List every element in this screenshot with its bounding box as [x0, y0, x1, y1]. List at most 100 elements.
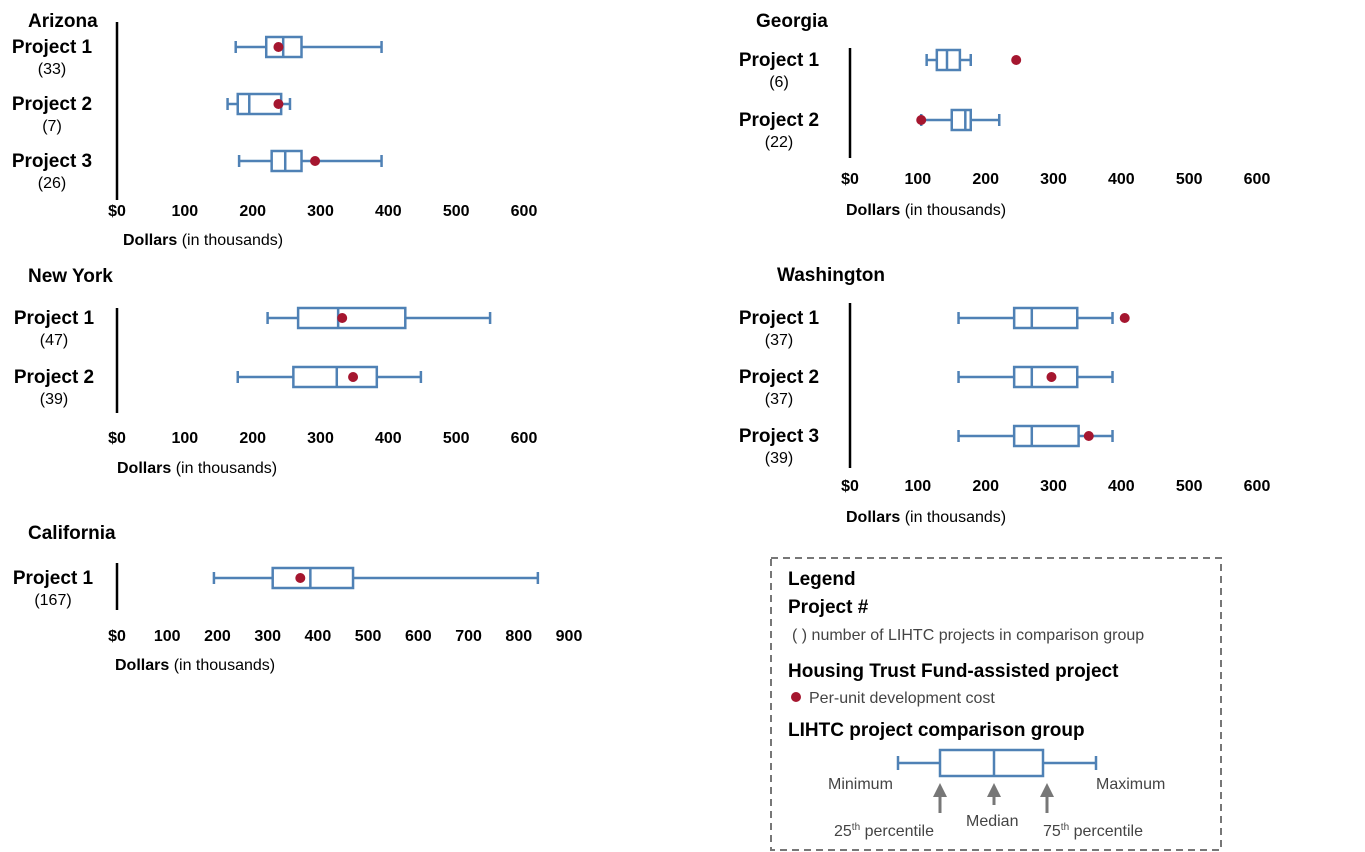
- x-tick-label: 300: [307, 203, 334, 220]
- project-count: (26): [38, 175, 66, 192]
- panel-arizona: Arizona Project 1 (33) Project 2 (7) Project …: [12, 11, 538, 249]
- panel-title: Washington: [777, 265, 885, 286]
- panel-california: California Project 1 (167) $0 100 200 300 400 50…: [13, 523, 583, 674]
- x-axis-title-bold: Dollars: [846, 509, 900, 526]
- x-tick-label: 400: [375, 203, 402, 220]
- x-tick-label: 300: [1040, 478, 1067, 495]
- project-label: Project 2: [739, 367, 819, 388]
- x-axis-title-bold: Dollars: [115, 657, 169, 674]
- legend-title: Legend: [788, 569, 856, 590]
- project-count: (33): [38, 61, 66, 78]
- legend-25th-label: 25th percentile: [834, 822, 934, 840]
- project-label: Project 2: [739, 110, 819, 131]
- x-axis-title-bold: Dollars: [123, 232, 177, 249]
- legend-project-heading: Project #: [788, 597, 869, 618]
- x-tick-label: 200: [972, 171, 999, 188]
- x-tick-label: 400: [305, 628, 332, 645]
- x-tick-label: 200: [239, 203, 266, 220]
- x-tick-label: 100: [154, 628, 181, 645]
- legend-minimum-label: Minimum: [828, 776, 893, 793]
- legend-htf-heading: Housing Trust Fund-assisted project: [788, 661, 1119, 682]
- htf-cost-marker: [295, 573, 306, 583]
- x-tick-label: 300: [307, 430, 334, 447]
- x-axis-title-rest: (in thousands): [171, 460, 277, 477]
- legend-sample-boxplot: [896, 748, 1098, 778]
- x-tick-label: 100: [904, 478, 931, 495]
- project-count: (39): [765, 450, 793, 467]
- legend-arrow-25: [933, 783, 947, 813]
- project-count: (22): [765, 134, 793, 151]
- iqr-box: [296, 306, 407, 330]
- project-count: (37): [765, 332, 793, 349]
- x-axis-title: Dollars (in thousands): [123, 232, 283, 249]
- x-tick-label: 300: [1040, 171, 1067, 188]
- x-tick-label: 200: [239, 430, 266, 447]
- x-axis-title: Dollars (in thousands): [115, 657, 275, 674]
- x-axis-title: Dollars (in thousands): [846, 202, 1006, 219]
- x-tick-label: $0: [841, 171, 859, 188]
- x-tick-label: 600: [1244, 171, 1271, 188]
- x-tick-label: $0: [108, 203, 126, 220]
- iqr-box: [270, 149, 303, 173]
- htf-cost-marker: [273, 42, 284, 52]
- project-label: Project 3: [739, 426, 819, 447]
- legend-maximum-label: Maximum: [1096, 776, 1165, 793]
- htf-cost-marker: [1119, 313, 1130, 323]
- chart-panels: Arizona Project 1 (33) Project 2 (7) Project …: [12, 11, 1271, 674]
- project-label: Project 1: [739, 50, 820, 71]
- project-count: (7): [42, 118, 62, 135]
- x-axis-title: Dollars (in thousands): [846, 509, 1006, 526]
- project-label: Project 3: [12, 151, 92, 172]
- boxplot-row: Project 3 (39): [739, 424, 1114, 467]
- x-tick-label: 700: [455, 628, 482, 645]
- htf-cost-marker: [348, 372, 359, 382]
- x-tick-label: 200: [204, 628, 231, 645]
- x-tick-label: $0: [108, 628, 126, 645]
- legend-arrow-median: [987, 783, 1001, 805]
- x-tick-label: $0: [841, 478, 859, 495]
- panel-title: New York: [28, 266, 113, 287]
- x-tick-label: 500: [1176, 171, 1203, 188]
- x-tick-label: 600: [511, 430, 538, 447]
- x-tick-label: 100: [171, 203, 198, 220]
- iqr-box: [935, 48, 962, 72]
- project-label: Project 1: [12, 37, 93, 58]
- project-count: (47): [40, 332, 68, 349]
- legend-median-label: Median: [966, 813, 1018, 830]
- boxplot-row: Project 3 (26): [12, 149, 383, 192]
- x-axis-title-rest: (in thousands): [177, 232, 283, 249]
- x-tick-label: 500: [443, 430, 470, 447]
- iqr-box: [950, 108, 972, 132]
- panel-title: Arizona: [28, 11, 98, 32]
- project-label: Project 2: [14, 367, 94, 388]
- htf-cost-marker: [1083, 431, 1094, 441]
- htf-cost-marker: [273, 99, 284, 109]
- legend-border: [770, 557, 1222, 851]
- x-tick-label: 500: [1176, 478, 1203, 495]
- boxplot-row: Project 1 (37): [739, 306, 1130, 349]
- boxplot-row: Project 1 (47): [14, 306, 492, 349]
- project-label: Project 2: [12, 94, 92, 115]
- legend-count-text: ( ) number of LIHTC projects in comparis…: [792, 627, 1144, 644]
- legend-box: Legend Project # ( ) number of LIHTC pro…: [770, 557, 1222, 851]
- legend-75th-label: 75th percentile: [1043, 822, 1143, 840]
- x-axis-title-bold: Dollars: [846, 202, 900, 219]
- project-count: (6): [769, 74, 789, 91]
- boxplot-row: Project 2 (37): [739, 365, 1114, 408]
- legend-group-heading: LIHTC project comparison group: [788, 720, 1085, 741]
- x-tick-label: 400: [1108, 171, 1135, 188]
- x-tick-label: 400: [375, 430, 402, 447]
- boxplot-row: Project 1 (167): [13, 566, 540, 609]
- boxplot-row: Project 2 (22): [739, 108, 1001, 151]
- legend-htf-text: Per-unit development cost: [809, 690, 995, 707]
- x-tick-label: $0: [108, 430, 126, 447]
- htf-cost-marker: [1046, 372, 1057, 382]
- x-tick-label: 100: [904, 171, 931, 188]
- project-count: (39): [40, 391, 68, 408]
- x-axis-title-rest: (in thousands): [900, 202, 1006, 219]
- htf-cost-marker: [337, 313, 348, 323]
- x-tick-label: 200: [972, 478, 999, 495]
- panel-new-york: New York Project 1 (47) Project 2 (39) $0 100 2…: [14, 266, 538, 477]
